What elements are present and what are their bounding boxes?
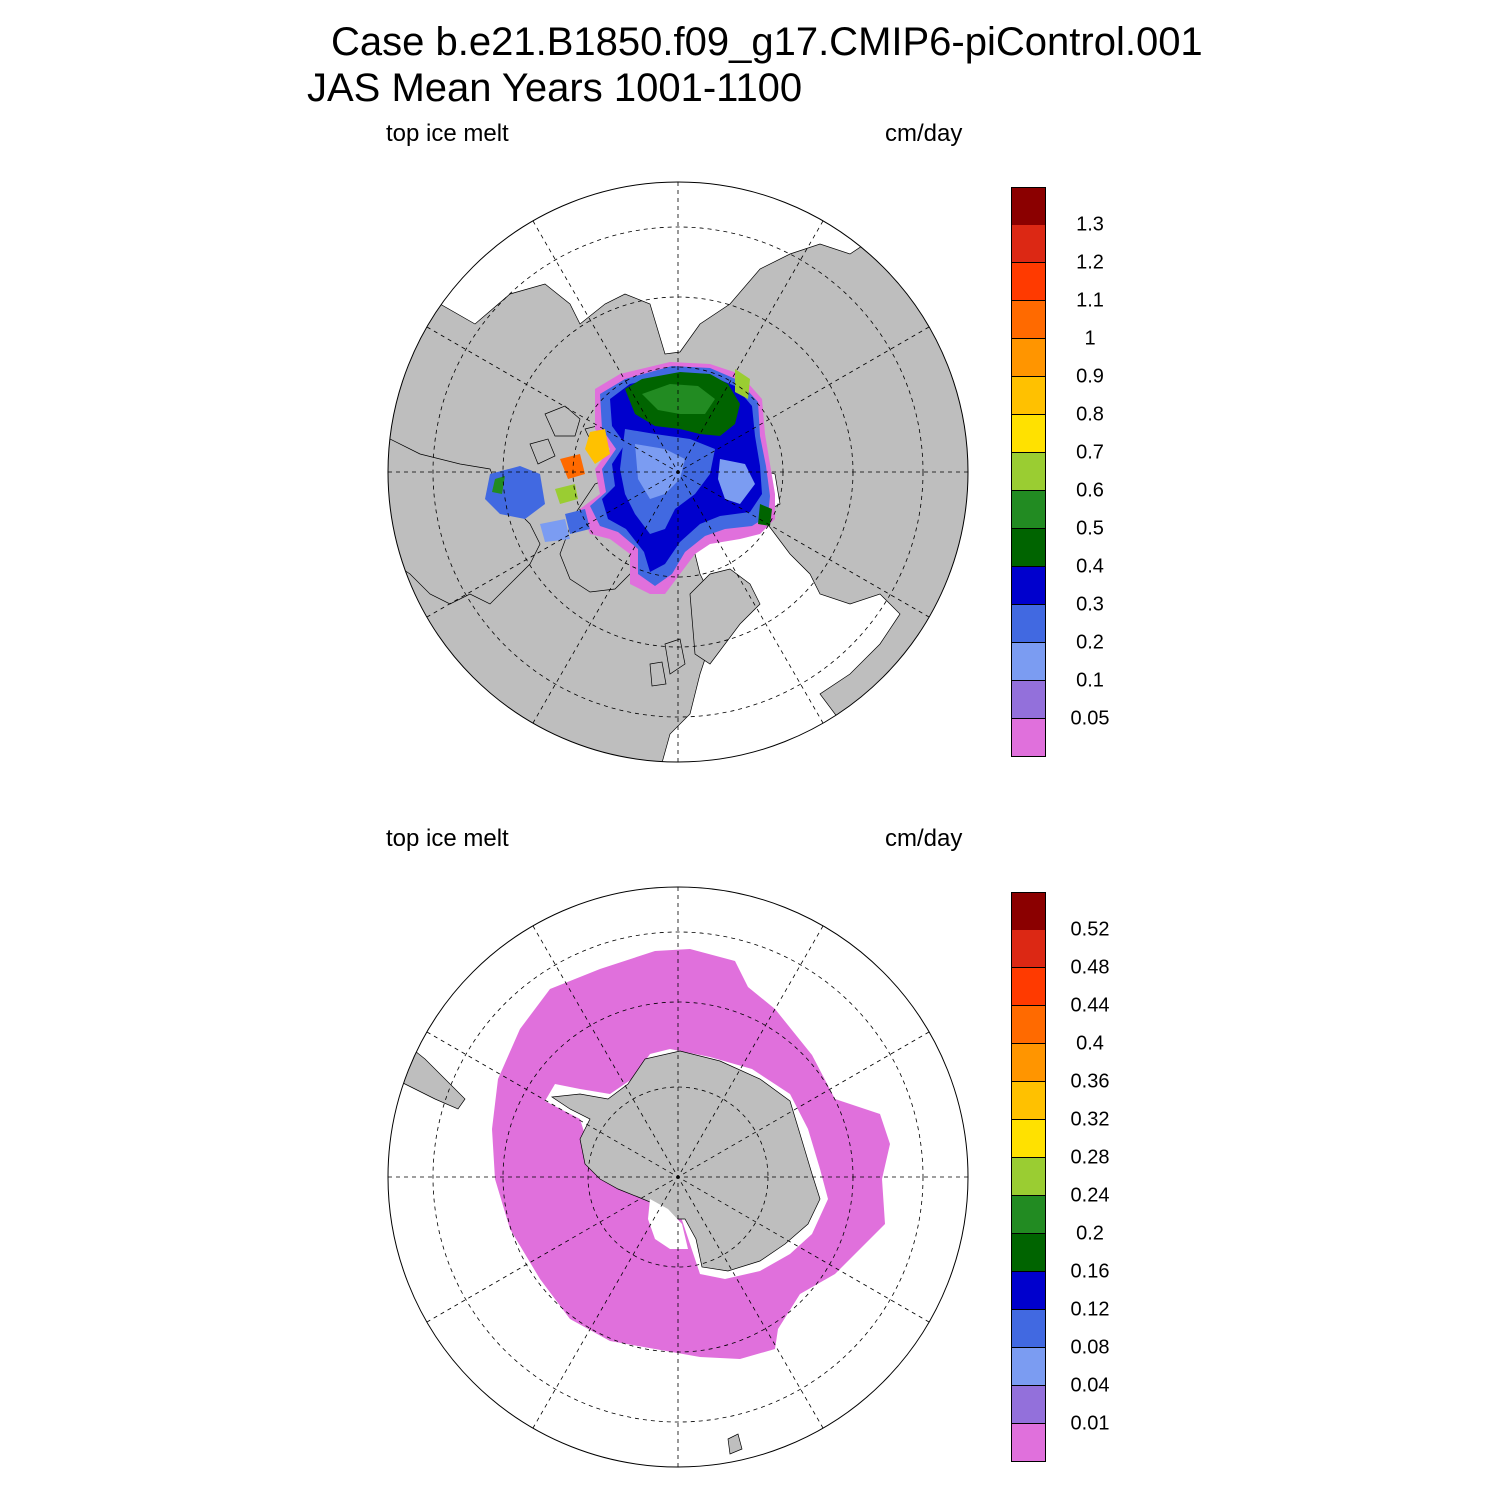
south-sea-ice-ring xyxy=(492,949,890,1359)
north-colorbar xyxy=(1011,187,1046,757)
colorbar-segment xyxy=(1011,1196,1046,1234)
colorbar-tick-label: 0.4 xyxy=(1076,1032,1104,1055)
colorbar-tick-label: 0.7 xyxy=(1076,441,1104,464)
colorbar-segment xyxy=(1011,605,1046,643)
colorbar-tick-label: 0.4 xyxy=(1076,555,1104,578)
colorbar-segment xyxy=(1011,377,1046,415)
colorbar-segment xyxy=(1011,1158,1046,1196)
colorbar-tick-label: 0.9 xyxy=(1076,365,1104,388)
north-map-border xyxy=(387,181,969,763)
colorbar-tick-label: 1.1 xyxy=(1076,289,1104,312)
colorbar-segment xyxy=(1011,225,1046,263)
colorbar-tick-label: 0.04 xyxy=(1070,1374,1110,1397)
colorbar-segment xyxy=(1011,892,1046,931)
colorbar-segment xyxy=(1011,1272,1046,1310)
colorbar-tick-label: 0.52 xyxy=(1070,918,1110,941)
title-line-1: Case b.e21.B1850.f09_g17.CMIP6-piControl… xyxy=(331,20,1203,64)
colorbar-tick-label: 1.3 xyxy=(1076,213,1104,236)
colorbar-segment xyxy=(1011,1120,1046,1158)
colorbar-segment xyxy=(1011,1424,1046,1462)
colorbar-segment xyxy=(1011,930,1046,968)
colorbar-tick-label: 0.48 xyxy=(1070,956,1110,979)
colorbar-segment xyxy=(1011,301,1046,339)
colorbar-segment xyxy=(1011,567,1046,605)
colorbar-segment xyxy=(1011,529,1046,567)
colorbar-tick-label: 0.36 xyxy=(1070,1070,1110,1093)
south-polar-map xyxy=(387,886,969,1468)
colorbar-tick-label: 0.2 xyxy=(1076,631,1104,654)
south-variable-label: top ice melt xyxy=(386,825,509,852)
colorbar-tick-label: 0.28 xyxy=(1070,1146,1110,1169)
south-graticule xyxy=(388,887,968,1467)
colorbar-segment xyxy=(1011,339,1046,377)
colorbar-tick-label: 0.05 xyxy=(1070,707,1110,730)
colorbar-segment xyxy=(1011,1386,1046,1424)
colorbar-segment xyxy=(1011,1310,1046,1348)
colorbar-segment xyxy=(1011,719,1046,757)
colorbar-segment xyxy=(1011,415,1046,453)
colorbar-tick-label: 0.32 xyxy=(1070,1108,1110,1131)
colorbar-segment xyxy=(1011,1082,1046,1120)
colorbar-segment xyxy=(1011,1234,1046,1272)
north-graticule xyxy=(388,182,968,762)
colorbar-tick-label: 0.1 xyxy=(1076,669,1104,692)
north-units-label: cm/day xyxy=(885,120,963,147)
colorbar-tick-label: 0.44 xyxy=(1070,994,1110,1017)
colorbar-segment xyxy=(1011,1044,1046,1082)
colorbar-tick-label: 0.24 xyxy=(1070,1184,1110,1207)
colorbar-tick-label: 0.16 xyxy=(1070,1260,1110,1283)
south-colorbar xyxy=(1011,892,1046,1462)
south-antarctica xyxy=(551,1050,821,1272)
colorbar-tick-label: 0.5 xyxy=(1076,517,1104,540)
south-units-label: cm/day xyxy=(885,825,963,852)
colorbar-tick-label: 0.2 xyxy=(1076,1222,1104,1245)
colorbar-tick-label: 1.2 xyxy=(1076,251,1104,274)
colorbar-segment xyxy=(1011,968,1046,1006)
colorbar-tick-label: 0.12 xyxy=(1070,1298,1110,1321)
colorbar-segment xyxy=(1011,643,1046,681)
colorbar-segment xyxy=(1011,263,1046,301)
south-map-border xyxy=(387,886,969,1468)
colorbar-segment xyxy=(1011,1348,1046,1386)
colorbar-segment xyxy=(1011,681,1046,719)
colorbar-segment xyxy=(1011,491,1046,529)
north-variable-label: top ice melt xyxy=(386,120,509,147)
colorbar-tick-label: 0.8 xyxy=(1076,403,1104,426)
title-line-2: JAS Mean Years 1001-1100 xyxy=(307,66,803,110)
north-polar-map xyxy=(387,181,969,763)
colorbar-tick-label: 0.08 xyxy=(1070,1336,1110,1359)
colorbar-segment xyxy=(1011,187,1046,226)
colorbar-segment xyxy=(1011,1006,1046,1044)
colorbar-tick-label: 0.3 xyxy=(1076,593,1104,616)
north-sea-ice-field xyxy=(485,362,775,594)
colorbar-tick-label: 0.01 xyxy=(1070,1412,1110,1435)
colorbar-tick-label: 0.6 xyxy=(1076,479,1104,502)
colorbar-segment xyxy=(1011,453,1046,491)
colorbar-tick-label: 1 xyxy=(1084,327,1096,350)
